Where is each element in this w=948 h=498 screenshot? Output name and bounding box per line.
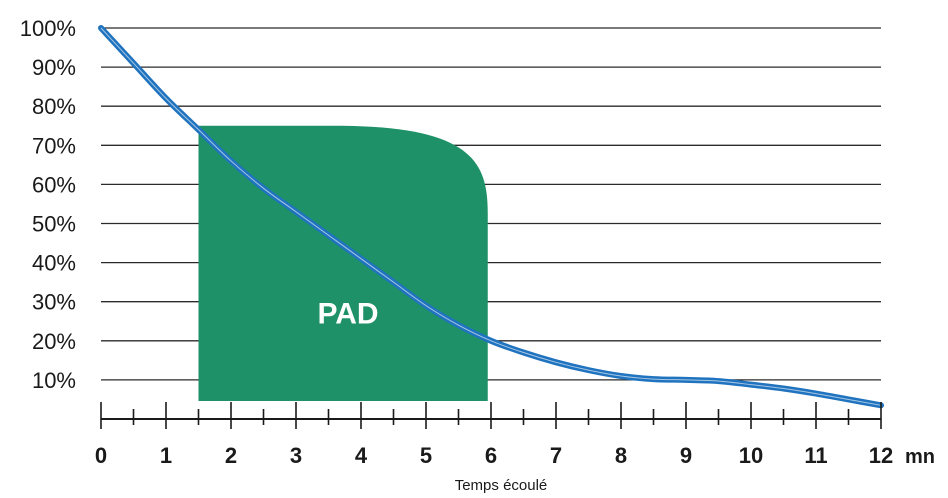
pad-region-label: PAD — [317, 297, 378, 330]
x-tick-label: 12 — [869, 443, 893, 468]
y-tick-label: 40% — [32, 251, 76, 276]
x-tick-label: 11 — [804, 443, 827, 468]
y-tick-label: 100% — [20, 16, 76, 41]
y-axis: 10% 20% 30% 40% 50% 60% 70% 80% 90% 100% — [20, 16, 76, 393]
x-tick-label: 7 — [550, 443, 562, 468]
x-unit-label: mn — [905, 446, 935, 468]
x-tick-label: 4 — [355, 443, 368, 468]
y-tick-label: 50% — [32, 212, 76, 237]
y-tick-label: 20% — [32, 329, 76, 354]
series-line-group — [98, 25, 884, 409]
x-tick-label: 9 — [680, 443, 692, 468]
x-tick-label: 8 — [615, 443, 627, 468]
x-tick-label: 6 — [485, 443, 497, 468]
x-axis-label: Temps écoulé — [455, 477, 548, 494]
y-tick-label: 10% — [32, 368, 76, 393]
x-axis: 0 1 2 3 4 5 6 7 8 9 10 11 12 — [95, 402, 893, 468]
x-tick-label: 10 — [739, 443, 763, 468]
x-tick-label: 3 — [290, 443, 302, 468]
series-line-highlight — [100, 27, 882, 406]
y-tick-label: 60% — [32, 172, 76, 197]
x-tick-label: 2 — [225, 443, 237, 468]
y-tick-label: 80% — [32, 94, 76, 119]
x-tick-label: 1 — [160, 443, 172, 468]
y-tick-label: 90% — [32, 55, 76, 80]
y-tick-label: 70% — [32, 133, 76, 158]
x-tick-label: 5 — [420, 443, 432, 468]
y-tick-label: 30% — [32, 290, 76, 315]
x-tick-label: 0 — [95, 443, 107, 468]
